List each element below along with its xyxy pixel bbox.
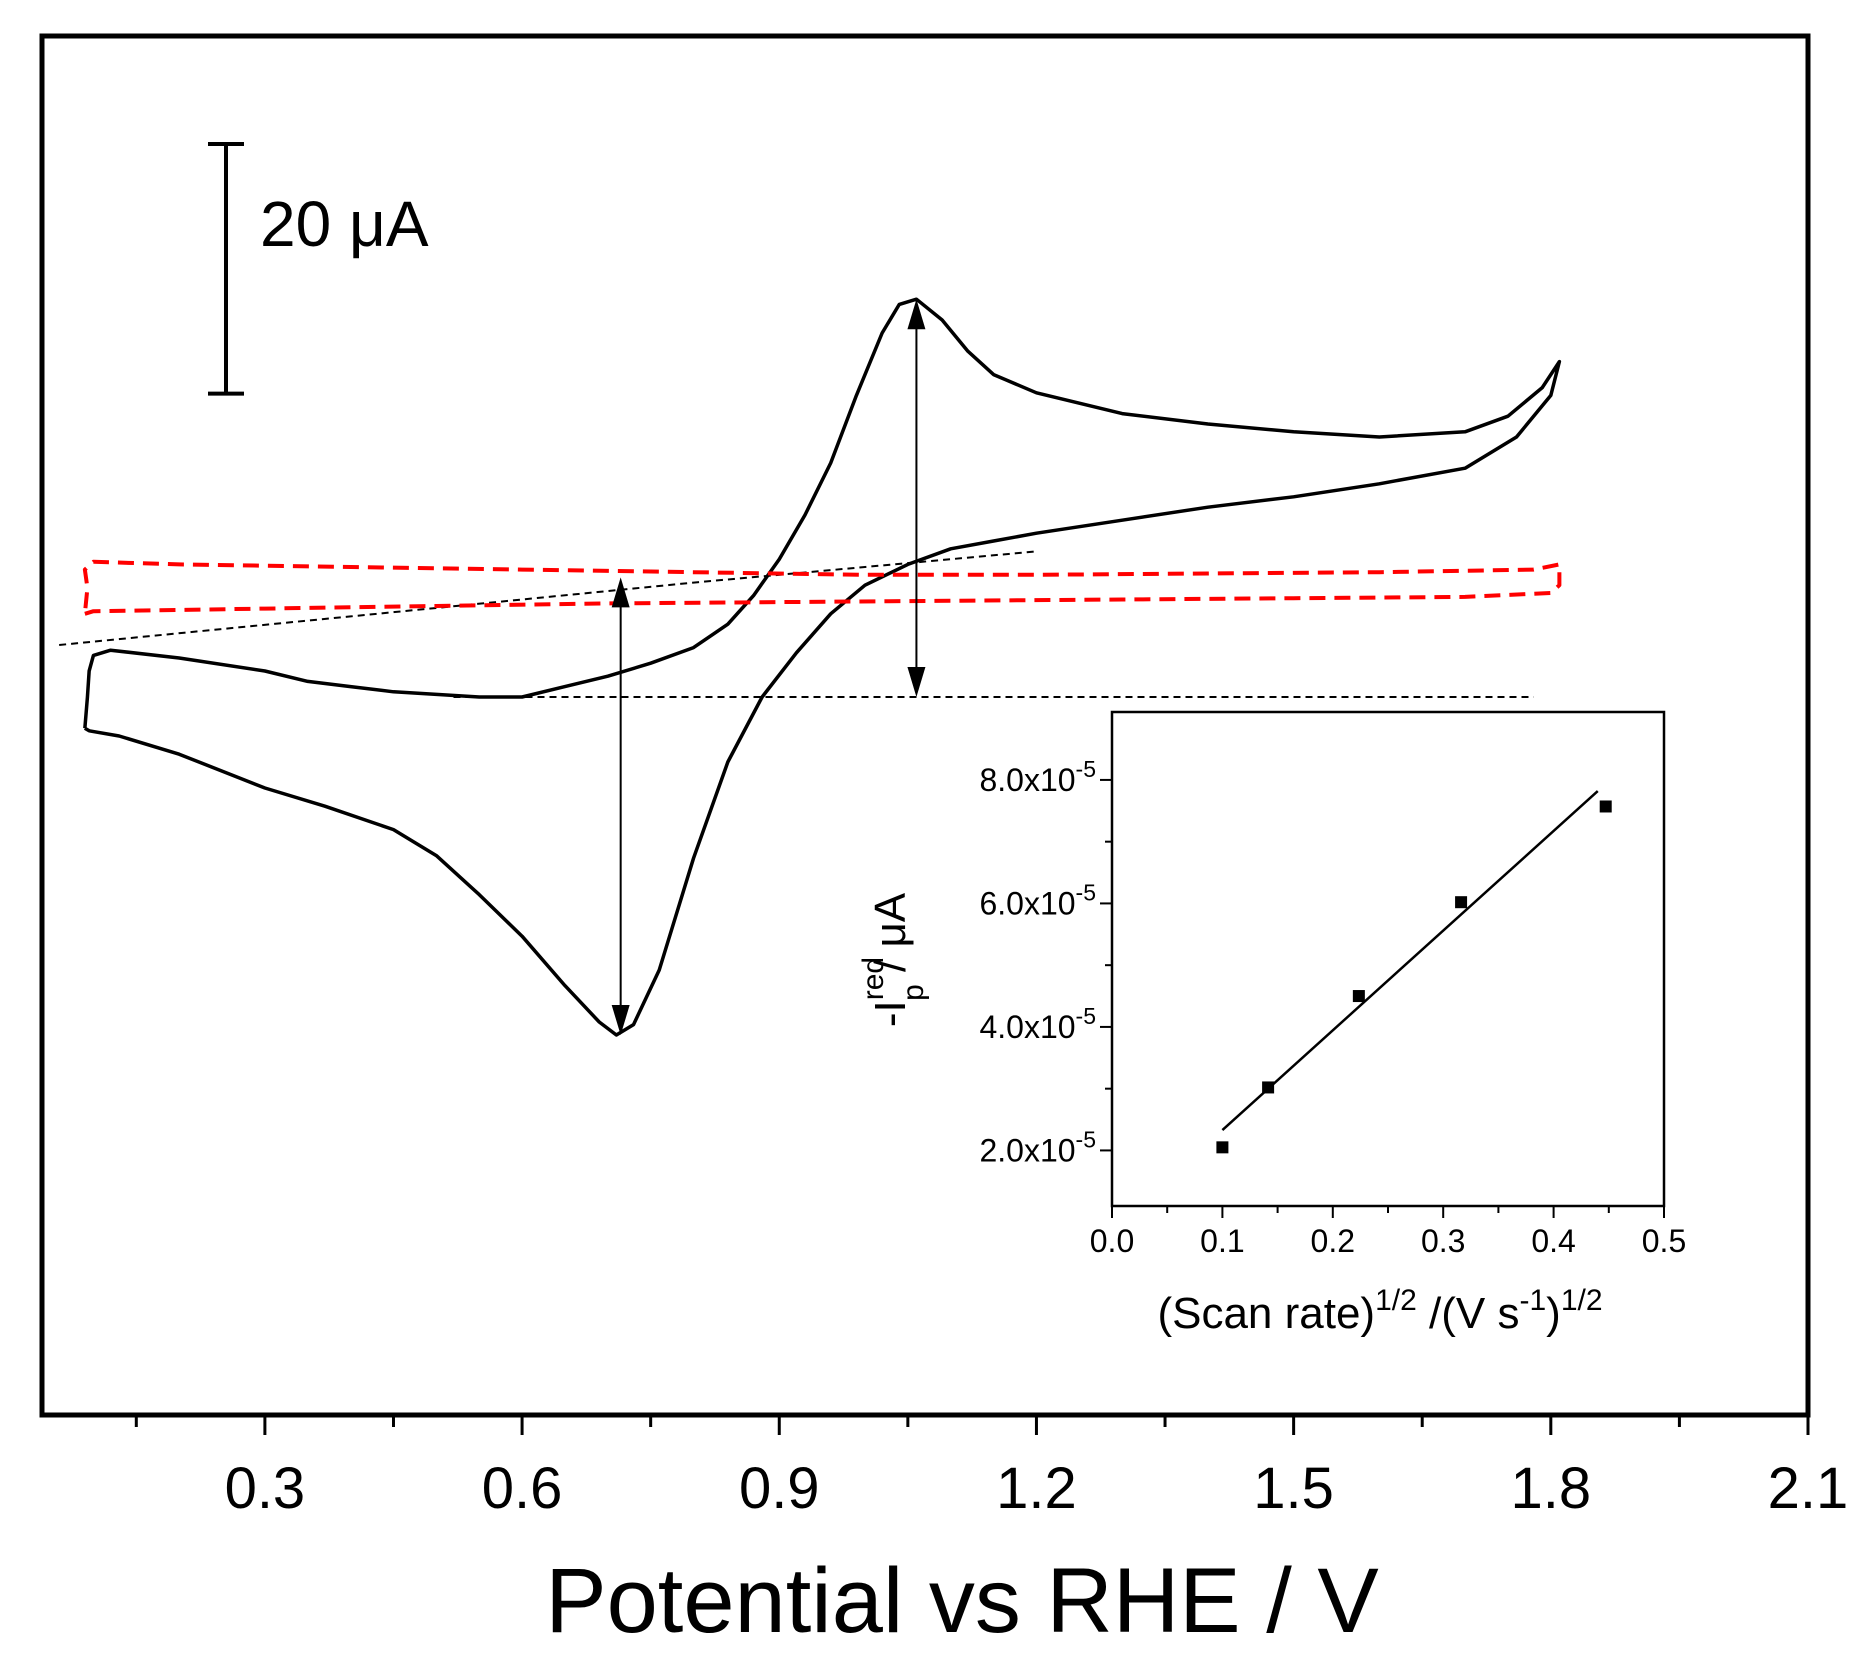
inset-data-points	[1216, 800, 1612, 1154]
inset-fit-line	[1221, 790, 1599, 1131]
main-x-axis: 0.3 0.6 0.9 1.2 1.5 1.8 2.1	[134, 1415, 1849, 1521]
scale-bar: 20 μA	[208, 142, 429, 396]
inset-frame	[1110, 710, 1666, 1208]
main-x-axis-title: Potential vs RHE / V	[545, 1550, 1378, 1652]
peak-current-arrows	[611, 299, 926, 1035]
baselines	[59, 550, 1534, 698]
inset-y-tick-label: 4.0x10-5	[979, 1003, 1096, 1045]
peak-arrow-head	[611, 1005, 630, 1035]
peak-arrow-head	[611, 577, 630, 608]
inset-x-tick-label: 0.3	[1421, 1223, 1465, 1259]
peak-arrow-head	[907, 667, 926, 697]
scale-bar-label: 20 μA	[260, 188, 429, 260]
peak-arrow-head	[907, 299, 926, 330]
cv-curve	[83, 297, 1562, 1037]
data-point	[1216, 1141, 1229, 1154]
inset-y-tick-label: 2.0x10-5	[979, 1126, 1096, 1168]
cv-curves	[82, 297, 1562, 1037]
inset-x-tick-label: 0.2	[1311, 1223, 1355, 1259]
x-tick-label: 2.1	[1768, 1456, 1849, 1521]
inset-plot: 0.0 0.1 0.2 0.3 0.4 0.5 2.0x10-5 4.0x10-5 6.0x10…	[857, 710, 1686, 1338]
x-tick-label: 0.9	[739, 1456, 820, 1521]
inset-y-axis-title: -Ired p / μA	[857, 892, 930, 1027]
inset-x-tick-label: 0.5	[1642, 1223, 1686, 1259]
data-point	[1352, 990, 1365, 1003]
data-point	[1599, 800, 1612, 813]
data-point	[1455, 896, 1468, 909]
fit-line	[1221, 790, 1599, 1131]
main-plot-frame	[39, 33, 1811, 1418]
inset-x-tick-label: 0.0	[1090, 1223, 1134, 1259]
main-plot: 0.3 0.6 0.9 1.2 1.5 1.8 2.1 20 μA Potential vs…	[39, 33, 1849, 1652]
inset-x-tick-label: 0.1	[1200, 1223, 1244, 1259]
inset-axes: 0.0 0.1 0.2 0.3 0.4 0.5 2.0x10-5 4.0x10-5 6.0x10…	[979, 756, 1686, 1259]
x-tick-label: 0.3	[225, 1456, 306, 1521]
baseline	[59, 550, 1037, 646]
inset-x-axis-title: (Scan rate)1/2 /(V s-1)1/2	[1157, 1284, 1602, 1338]
inset-y-tick-label: 6.0x10-5	[979, 879, 1096, 921]
blank-cv-curve	[82, 559, 1562, 616]
x-tick-label: 0.6	[482, 1456, 563, 1521]
x-tick-label: 1.8	[1510, 1456, 1591, 1521]
x-tick-label: 1.2	[996, 1456, 1077, 1521]
data-point	[1262, 1081, 1275, 1094]
x-tick-label: 1.5	[1253, 1456, 1334, 1521]
inset-y-tick-label: 8.0x10-5	[979, 756, 1096, 798]
inset-x-tick-label: 0.4	[1531, 1223, 1575, 1259]
